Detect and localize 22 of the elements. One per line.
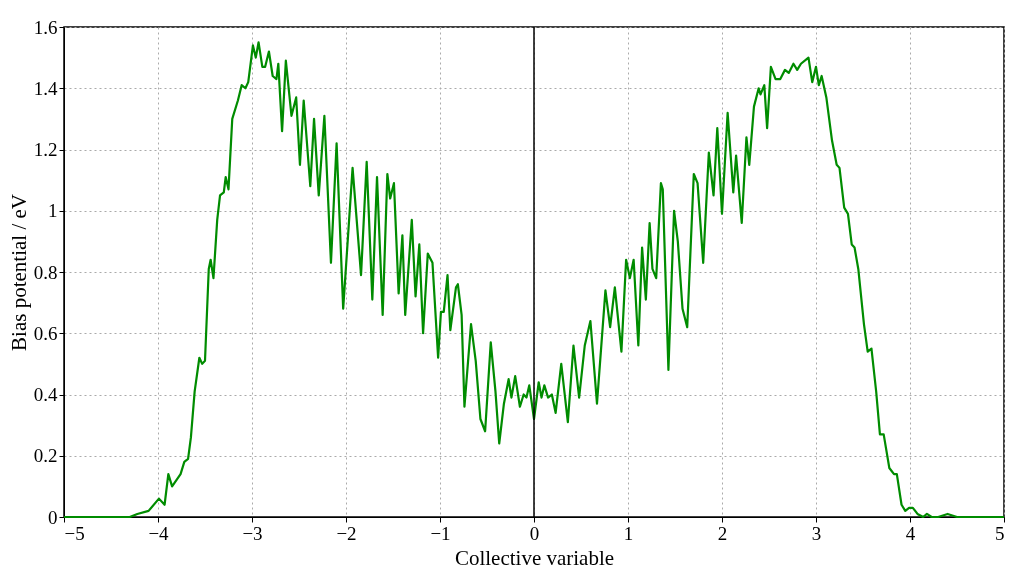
x-axis-title: Collective variable	[454, 545, 615, 570]
x-tick-label: −4	[148, 522, 170, 544]
x-tick-label: −1	[430, 522, 451, 544]
y-tick-label: 1.6	[33, 16, 58, 38]
x-tick-label: 5	[995, 522, 1005, 544]
x-tick-label: 3	[811, 522, 822, 544]
y-tick-label: 0.4	[33, 384, 58, 405]
x-tick-label: 1	[623, 522, 634, 544]
y-tick-label: 0	[48, 506, 58, 528]
y-tick-label: 1	[48, 200, 58, 222]
y-tick-label: 0.2	[33, 445, 58, 467]
y-tick-label: 0.8	[33, 261, 58, 283]
x-tick-label: −3	[242, 522, 263, 544]
y-tick-label: 1.2	[33, 139, 58, 160]
x-tick-label: 2	[717, 522, 728, 544]
y-axis-title: Bias potential / eV	[6, 194, 31, 351]
y-tick-label: 0.6	[33, 322, 58, 344]
x-tick-label: −2	[336, 522, 357, 544]
x-tick-label: 0	[529, 522, 540, 544]
y-tick-label: 1.4	[33, 77, 58, 99]
x-tick-label: 4	[905, 522, 916, 544]
x-tick-label: −5	[64, 522, 85, 544]
